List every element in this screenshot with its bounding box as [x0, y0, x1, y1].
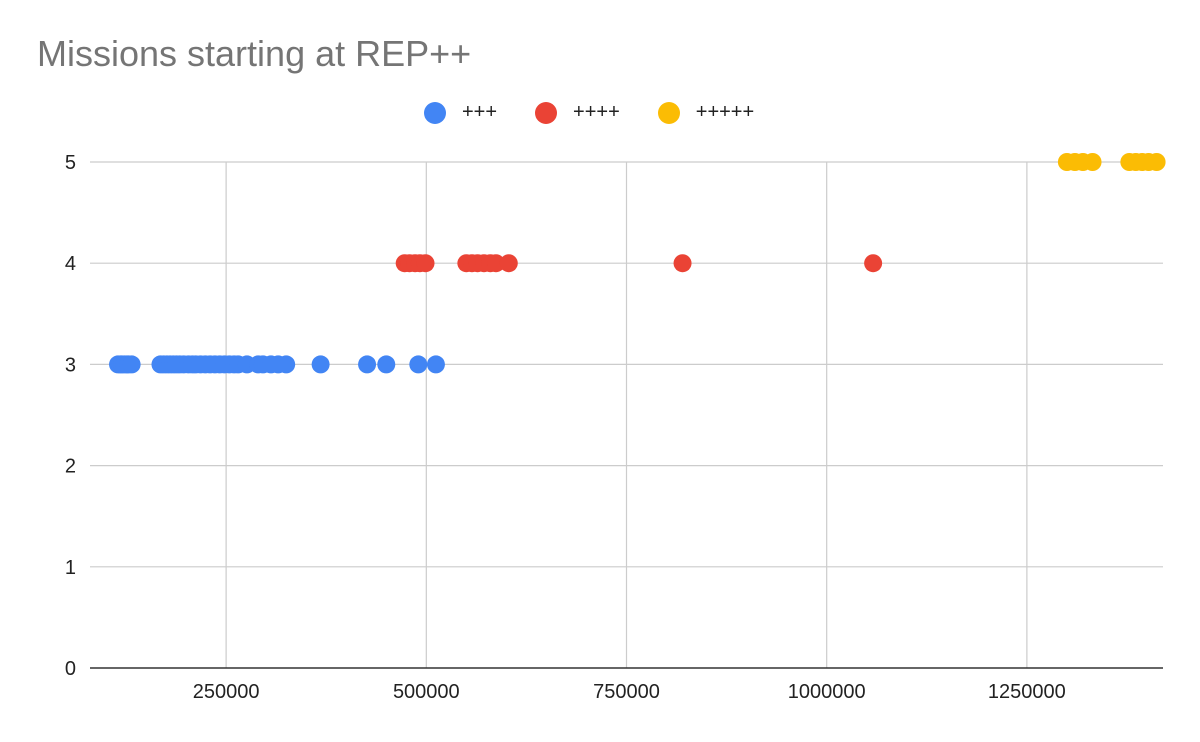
data-point-series-0 [358, 355, 377, 374]
y-tick-label: 2 [65, 456, 76, 478]
data-point-series-0 [377, 355, 396, 374]
data-point-series-0 [311, 355, 330, 374]
grid [90, 161, 1163, 668]
legend-item-series-2: +++++ [657, 101, 755, 124]
x-tick-label: 1000000 [788, 681, 866, 703]
data-point-series-1 [486, 254, 505, 273]
y-tick-label: 1 [65, 557, 76, 579]
x-tick-label: 250000 [193, 681, 260, 703]
legend-marker-series-2 [657, 101, 680, 124]
data-point-series-0 [122, 355, 141, 374]
tick-labels: 0 1 2 3 4 5 250000 500000 750000 1000000 1250000 [65, 152, 1066, 703]
data-points [109, 153, 1166, 374]
y-tick-label: 3 [65, 354, 76, 376]
legend-marker-series-1 [535, 101, 558, 124]
data-point-series-1 [499, 254, 518, 273]
data-point-series-0 [277, 355, 296, 374]
legend-label-series-2: +++++ [695, 101, 755, 123]
data-point-series-1 [673, 254, 692, 273]
data-point-series-0 [426, 355, 445, 374]
y-tick-label: 5 [65, 152, 76, 174]
legend-item-series-0: +++ [424, 101, 497, 124]
x-tick-label: 1250000 [988, 681, 1066, 703]
chart-title: Missions starting at REP++ [37, 33, 472, 74]
data-point-series-2 [1083, 153, 1102, 171]
legend: +++ ++++ +++++ [424, 101, 792, 124]
legend-marker-series-0 [424, 101, 446, 124]
data-point-series-1 [864, 254, 883, 273]
y-tick-label: 4 [65, 253, 76, 275]
x-tick-label: 500000 [393, 681, 460, 703]
legend-label-series-0: +++ [462, 101, 498, 123]
data-point-series-1 [416, 254, 435, 273]
legend-label-series-1: ++++ [573, 101, 620, 123]
data-point-series-0 [409, 355, 428, 374]
data-point-series-2 [1147, 153, 1166, 171]
y-tick-label: 0 [65, 658, 76, 680]
x-tick-label: 750000 [593, 681, 660, 703]
legend-item-series-1: ++++ [535, 101, 620, 124]
